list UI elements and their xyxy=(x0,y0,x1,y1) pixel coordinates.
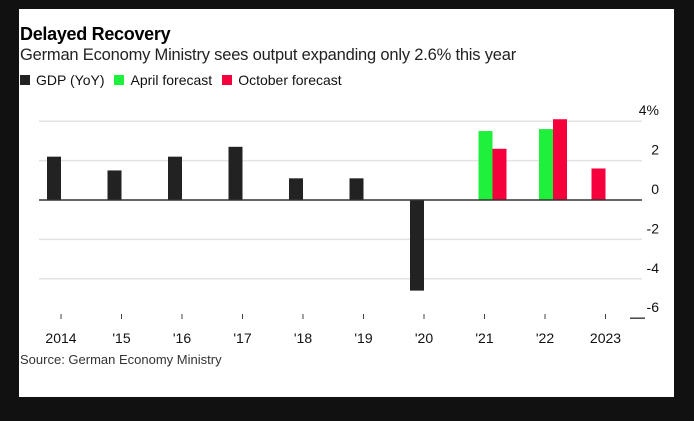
x-tick-label: '15 xyxy=(112,330,130,346)
chart-subtitle: German Economy Ministry sees output expa… xyxy=(20,46,517,64)
bar-october-forecast-8 xyxy=(553,119,567,200)
x-tick-label: 2014 xyxy=(45,330,76,346)
legend-swatch-april xyxy=(114,75,125,85)
y-tick-label: -4 xyxy=(647,260,660,276)
bar-gdp-yoy--5 xyxy=(349,178,364,200)
bar-gdp-yoy--3 xyxy=(228,146,243,200)
legend-item-gdp: GDP (YoY) xyxy=(20,72,104,88)
bar-gdp-yoy--1 xyxy=(107,170,122,200)
y-tick-label: 4% xyxy=(639,102,659,118)
legend: GDP (YoY) April forecast October forecas… xyxy=(20,72,352,88)
x-tick-label: '22 xyxy=(536,330,554,346)
legend-label-october: October forecast xyxy=(238,72,342,88)
bar-gdp-yoy--0 xyxy=(47,156,61,200)
bar-october-forecast-7 xyxy=(492,148,507,200)
x-tick-label: '19 xyxy=(354,330,372,346)
bar-gdp-yoy--6 xyxy=(410,200,424,291)
legend-swatch-october xyxy=(222,75,233,85)
y-tick-label: -2 xyxy=(647,220,660,236)
x-tick-label: '16 xyxy=(173,330,191,346)
legend-item-october: October forecast xyxy=(222,72,342,88)
chart-title: Delayed Recovery xyxy=(20,24,171,44)
chart-card xyxy=(19,9,674,397)
x-tick-label: '20 xyxy=(415,330,433,346)
x-tick-label: 2023 xyxy=(590,330,621,346)
y-tick-label: -6 xyxy=(647,299,660,315)
bar-gdp-yoy--2 xyxy=(168,156,182,200)
bar-october-forecast-9 xyxy=(591,168,606,200)
legend-label-gdp: GDP (YoY) xyxy=(36,72,105,88)
legend-label-april: April forecast xyxy=(130,72,213,88)
x-tick-label: '18 xyxy=(294,330,312,346)
bar-gdp-yoy--4 xyxy=(289,178,303,200)
bar-april-forecast-8 xyxy=(539,129,553,200)
x-tick-label: '17 xyxy=(233,330,251,346)
x-tick-label: '21 xyxy=(475,330,493,346)
legend-swatch-gdp xyxy=(20,75,30,85)
chart-source: Source: German Economy Ministry xyxy=(20,352,222,367)
y-tick-label: 2 xyxy=(651,142,659,158)
bar-april-forecast-7 xyxy=(478,131,493,200)
legend-item-april: April forecast xyxy=(114,72,212,88)
y-tick-label: 0 xyxy=(651,181,659,197)
